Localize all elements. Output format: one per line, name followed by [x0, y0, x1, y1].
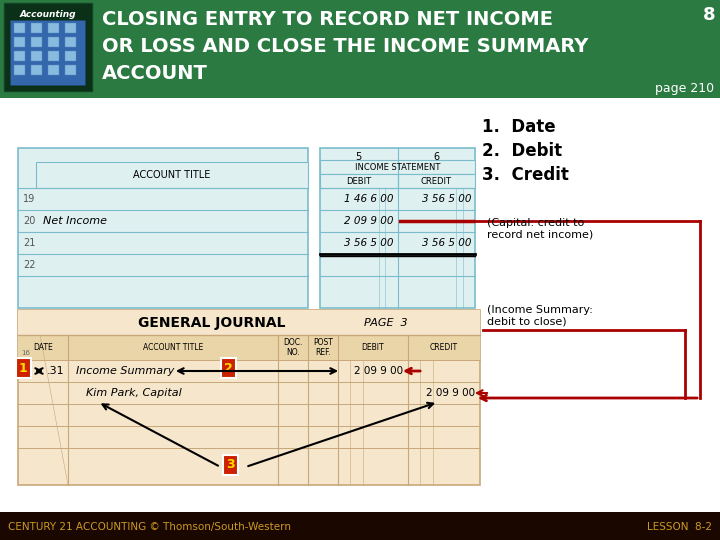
Text: 20: 20 — [23, 216, 35, 226]
Bar — [31, 37, 42, 47]
Text: CREDIT: CREDIT — [430, 343, 458, 352]
Bar — [14, 37, 25, 47]
Bar — [36, 162, 308, 188]
Text: CREDIT: CREDIT — [420, 177, 451, 186]
Text: LESSON  8-2: LESSON 8-2 — [647, 522, 712, 532]
Text: 5: 5 — [356, 152, 362, 162]
Text: Income Summary: Income Summary — [76, 366, 174, 376]
Bar — [18, 310, 480, 485]
Text: 16: 16 — [21, 350, 30, 356]
Text: 2 09 9 00: 2 09 9 00 — [354, 366, 403, 376]
Text: Net Income: Net Income — [43, 216, 107, 226]
Text: CLOSING ENTRY TO RECORD NET INCOME: CLOSING ENTRY TO RECORD NET INCOME — [102, 10, 553, 29]
Bar — [65, 65, 76, 75]
Text: INCOME STATEMENT: INCOME STATEMENT — [355, 163, 440, 172]
Bar — [18, 310, 480, 335]
Text: 3: 3 — [226, 458, 235, 471]
Text: OR LOSS AND CLOSE THE INCOME SUMMARY: OR LOSS AND CLOSE THE INCOME SUMMARY — [102, 37, 588, 56]
Text: (Income Summary:
debit to close): (Income Summary: debit to close) — [487, 305, 593, 327]
Bar — [65, 37, 76, 47]
Bar — [4, 3, 92, 91]
Text: 3.  Credit: 3. Credit — [482, 166, 569, 184]
Text: 17: 17 — [21, 372, 30, 378]
Text: DEBIT: DEBIT — [346, 177, 372, 186]
Text: 2: 2 — [224, 361, 233, 375]
Bar — [0, 0, 720, 98]
Bar — [320, 174, 397, 188]
Bar — [31, 65, 42, 75]
Bar — [18, 335, 480, 360]
Text: Accounting: Accounting — [19, 10, 76, 19]
Text: 1 46 6 00: 1 46 6 00 — [344, 194, 394, 204]
Bar — [48, 65, 59, 75]
Text: 19: 19 — [23, 194, 35, 204]
Text: GENERAL JOURNAL: GENERAL JOURNAL — [138, 316, 286, 330]
Text: POST
REF.: POST REF. — [313, 338, 333, 357]
Bar — [48, 23, 59, 33]
Bar — [397, 174, 475, 188]
Text: 3 56 5 00: 3 56 5 00 — [421, 194, 471, 204]
Text: 22: 22 — [23, 260, 35, 270]
Bar — [10, 20, 85, 85]
Text: 6: 6 — [433, 152, 439, 162]
Text: 1: 1 — [19, 361, 27, 375]
Text: Kim Park, Capital: Kim Park, Capital — [86, 388, 181, 398]
Bar — [14, 65, 25, 75]
Bar — [48, 37, 59, 47]
Text: DOC.
NO.: DOC. NO. — [283, 338, 302, 357]
Bar — [0, 512, 720, 540]
Text: ACCOUNT TITLE: ACCOUNT TITLE — [133, 170, 211, 180]
Text: 1.  Date: 1. Date — [482, 118, 556, 136]
Bar — [65, 23, 76, 33]
Text: 8: 8 — [703, 6, 715, 24]
Bar — [320, 160, 475, 174]
Text: CENTURY 21 ACCOUNTING © Thomson/South-Western: CENTURY 21 ACCOUNTING © Thomson/South-We… — [8, 522, 291, 532]
Text: 2 09 9 00: 2 09 9 00 — [344, 216, 394, 226]
Text: ACCOUNT: ACCOUNT — [102, 64, 208, 83]
Text: 2.  Debit: 2. Debit — [482, 142, 562, 160]
Bar — [14, 51, 25, 61]
Bar — [31, 51, 42, 61]
Text: page 210: page 210 — [655, 82, 714, 95]
Text: .31: .31 — [48, 366, 65, 376]
Bar — [65, 51, 76, 61]
Text: DEBIT: DEBIT — [361, 343, 384, 352]
Bar — [18, 148, 308, 308]
Text: (Capital: credit to
record net income): (Capital: credit to record net income) — [487, 218, 593, 240]
Text: DATE: DATE — [33, 343, 53, 352]
Bar — [320, 148, 475, 308]
Text: PAGE  3: PAGE 3 — [364, 318, 408, 328]
Text: 3 56 5 00: 3 56 5 00 — [421, 238, 471, 248]
Text: 3 56 5 00: 3 56 5 00 — [344, 238, 394, 248]
Text: ACCOUNT TITLE: ACCOUNT TITLE — [143, 343, 203, 352]
Bar — [14, 23, 25, 33]
Bar — [31, 23, 42, 33]
Text: 2 09 9 00: 2 09 9 00 — [426, 388, 475, 398]
Text: 21: 21 — [23, 238, 35, 248]
Bar — [48, 51, 59, 61]
